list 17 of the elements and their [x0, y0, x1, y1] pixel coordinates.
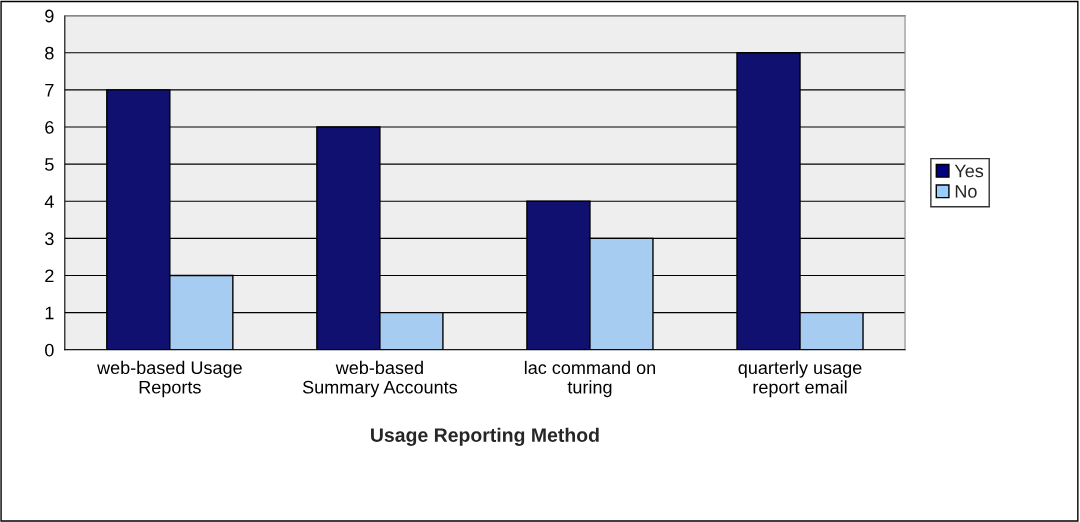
y-tick-label: 5 — [45, 158, 54, 171]
y-tick-label: 0 — [45, 343, 54, 357]
y-tick-label: 1 — [45, 306, 54, 320]
y-tick-label: 6 — [45, 120, 54, 134]
y-tick-label: 8 — [45, 46, 54, 60]
y-tick-label: 9 — [45, 9, 54, 23]
x-tick-label: quarterly usage report email — [738, 360, 862, 398]
x-tick-label: web-based Summary Accounts — [302, 360, 458, 398]
y-tick-label: 3 — [45, 232, 54, 246]
x-tick-label: lac command on turing — [524, 360, 656, 398]
x-axis-title: Usage Reporting Method — [371, 427, 599, 446]
y-tick-label: 2 — [45, 269, 54, 283]
legend-label: Yes — [954, 164, 984, 178]
y-tick-label: 4 — [44, 195, 54, 208]
x-tick-label: web-based Usage Reports — [97, 360, 242, 398]
y-tick-label: 7 — [45, 84, 54, 97]
legend-label: No — [955, 185, 977, 198]
